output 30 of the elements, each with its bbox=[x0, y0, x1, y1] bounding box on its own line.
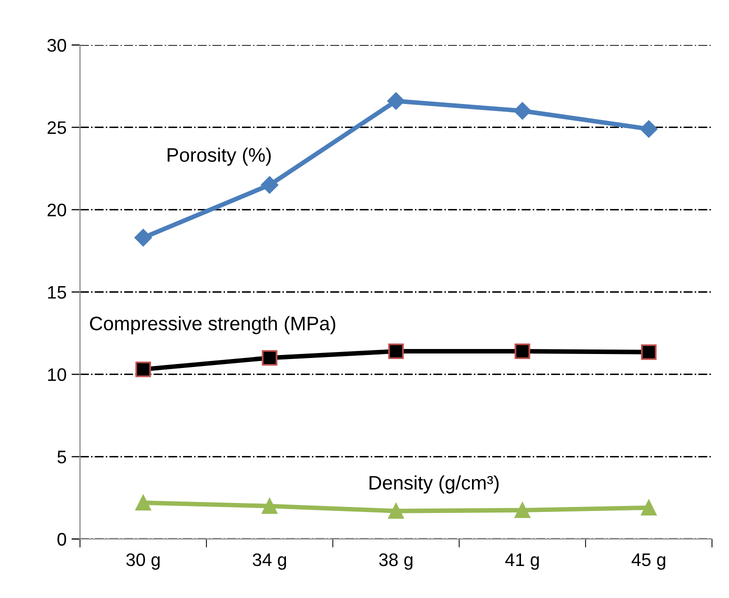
point bbox=[640, 120, 658, 138]
point bbox=[135, 362, 151, 378]
point bbox=[135, 494, 151, 511]
series-label: Porosity (%) bbox=[168, 148, 271, 166]
point bbox=[388, 344, 404, 360]
x-tick-label: 45 g bbox=[632, 554, 666, 570]
point bbox=[262, 350, 278, 366]
y-tick-label: 15 bbox=[48, 286, 66, 299]
y-tick-label: 25 bbox=[48, 121, 66, 134]
x-tick-label: 41 g bbox=[505, 554, 539, 570]
series-label: Compressive strength (MPa) bbox=[90, 316, 336, 334]
y-tick-label: 10 bbox=[48, 368, 66, 382]
point bbox=[388, 503, 404, 519]
point bbox=[514, 102, 532, 120]
x-tick-label: 30 g bbox=[126, 553, 160, 570]
point bbox=[514, 502, 530, 518]
x-tick-label: 34 g bbox=[252, 553, 286, 570]
series-label: Density (g/cm³) bbox=[370, 475, 499, 494]
point bbox=[260, 176, 278, 194]
y-tick-label: 30 bbox=[47, 38, 66, 52]
point bbox=[641, 500, 657, 516]
point bbox=[262, 498, 278, 514]
y-tick-label: 0 bbox=[57, 532, 66, 546]
x-tick-label: 38 g bbox=[379, 553, 412, 570]
point bbox=[387, 92, 405, 110]
y-tick-label: 5 bbox=[57, 450, 66, 464]
point bbox=[134, 228, 152, 246]
point bbox=[514, 344, 530, 360]
y-tick-label: 20 bbox=[48, 204, 66, 216]
point bbox=[641, 344, 657, 360]
